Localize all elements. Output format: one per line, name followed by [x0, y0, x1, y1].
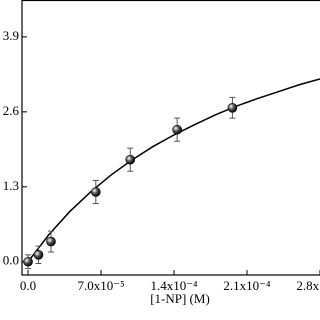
data-point: [46, 236, 56, 247]
x-tick-label: 7.0x10⁻⁵: [77, 278, 124, 293]
plot-frame: [21, 0, 320, 276]
x-tick-label: 1.4x10⁻⁴: [150, 278, 198, 293]
data-point: [125, 154, 136, 165]
data-point: [227, 103, 238, 113]
data-point: [23, 256, 33, 267]
x-tick-label: 2.1x10⁻⁴: [223, 278, 271, 293]
data-point: [33, 250, 44, 260]
fit-curve: [27, 78, 320, 263]
y-tick-label: 1.3: [3, 178, 19, 193]
y-tick-label: 0.0: [3, 253, 19, 268]
x-tick-label: 2.8x10⁻⁴: [296, 278, 320, 293]
x-axis-label: [1-NP] (M): [150, 291, 210, 306]
y-tick-label: 2.6: [3, 103, 20, 118]
x-tick-label: 0.0: [20, 278, 36, 293]
data-point: [91, 187, 101, 197]
data-point: [172, 124, 182, 135]
y-tick-label: 3.9: [3, 28, 19, 43]
